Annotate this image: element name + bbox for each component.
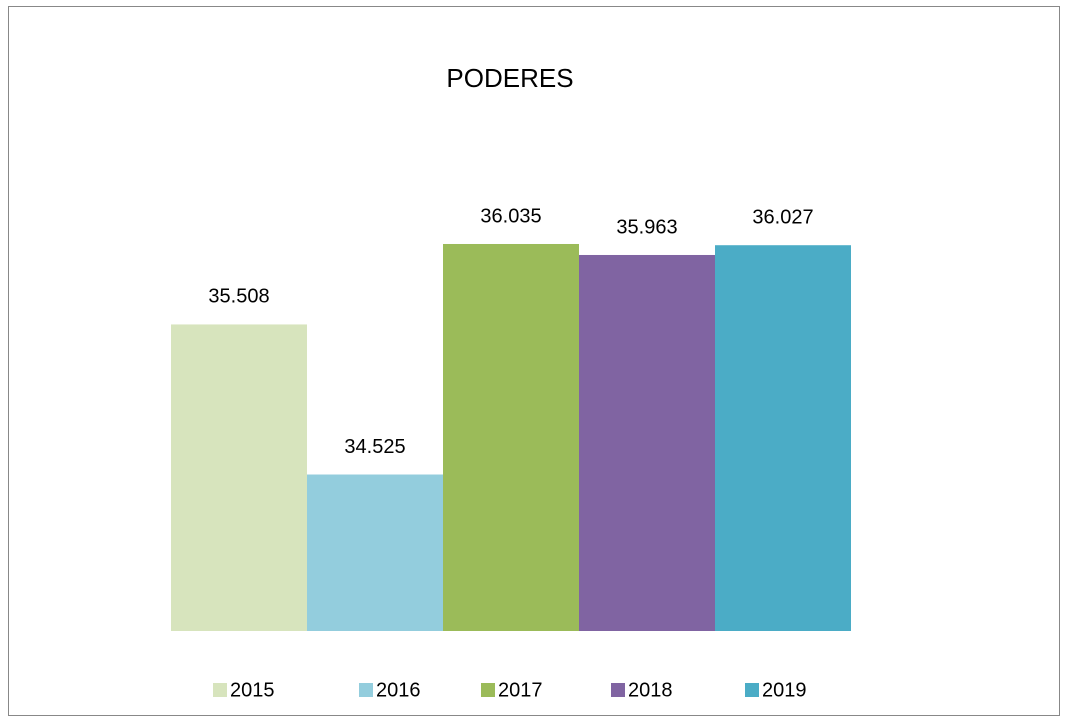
legend-label: 2019 [762, 679, 807, 701]
bar [579, 254, 715, 631]
legend-swatch [359, 683, 373, 697]
legend-label: 2017 [498, 679, 543, 701]
data-label: 35.963 [616, 216, 677, 238]
data-label: 34.525 [344, 436, 405, 458]
legend-label: 2016 [376, 679, 421, 701]
legend-swatch [745, 683, 759, 697]
data-label: 35.508 [208, 286, 269, 308]
data-label: 36.035 [480, 205, 541, 227]
legend-swatch [213, 683, 227, 697]
legend-swatch [481, 683, 495, 697]
bar [171, 324, 307, 631]
bar [443, 243, 579, 632]
chart-title: PODERES [446, 63, 573, 93]
legend-label: 2015 [230, 679, 275, 701]
data-label: 36.027 [752, 206, 813, 228]
bar [715, 245, 851, 631]
legend-label: 2018 [628, 679, 673, 701]
legend-swatch [611, 683, 625, 697]
bar [307, 474, 443, 631]
